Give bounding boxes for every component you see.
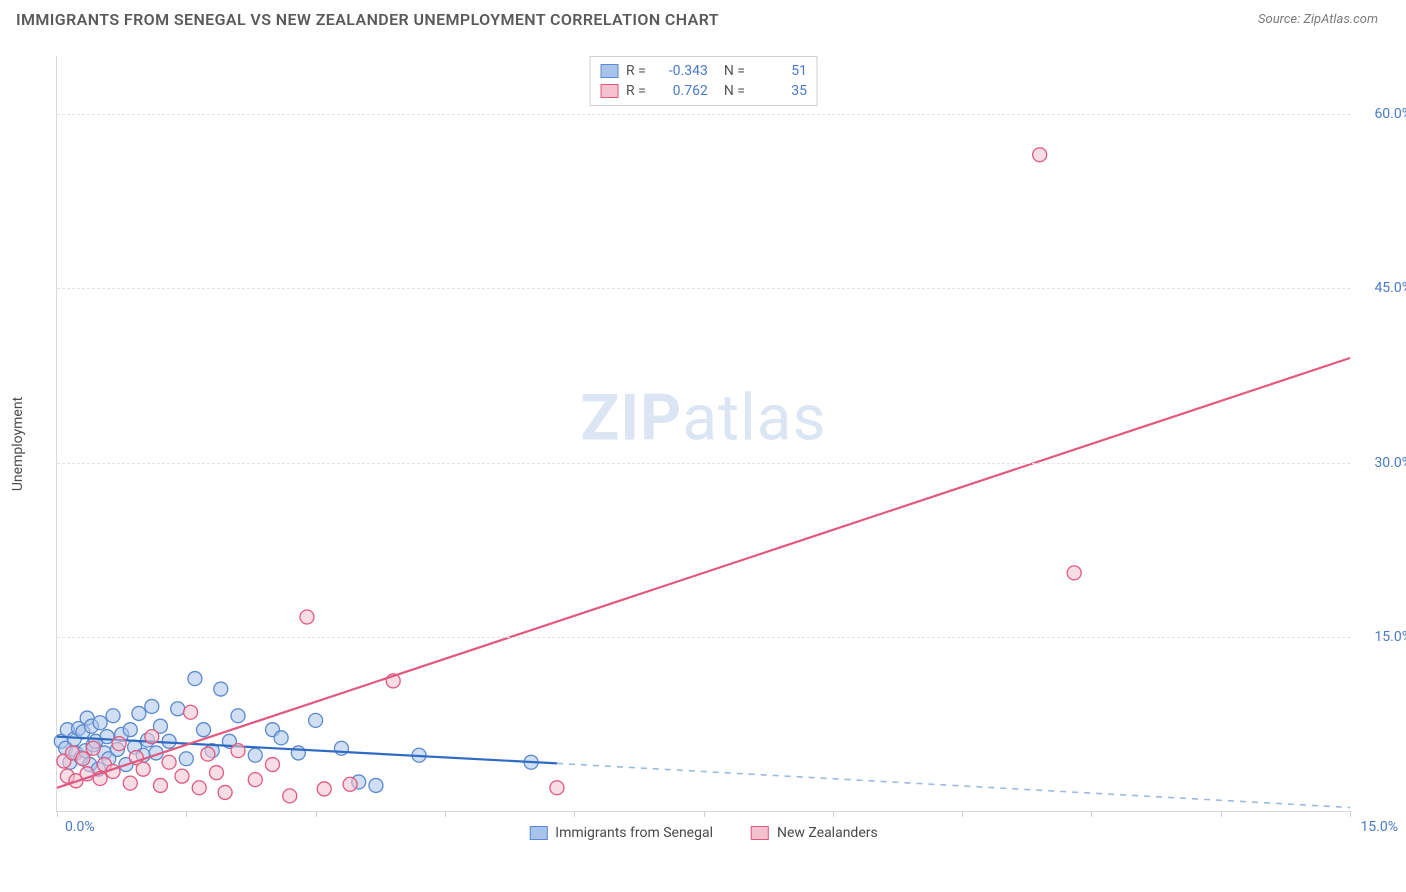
- y-tick-label: 45.0%: [1374, 280, 1406, 296]
- x-tick: [1091, 811, 1092, 817]
- plot-svg: [57, 56, 1350, 811]
- x-tick: [1221, 811, 1222, 817]
- n-label: N =: [724, 83, 745, 99]
- scatter-point: [291, 746, 305, 760]
- x-tick: [704, 811, 705, 817]
- x-origin-label: 0.0%: [65, 819, 95, 835]
- y-tick-label: 30.0%: [1374, 455, 1406, 471]
- scatter-point: [214, 682, 228, 696]
- gridline: [57, 288, 1350, 289]
- series-legend-item: New Zealanders: [751, 825, 878, 841]
- r-value: 0.762: [654, 83, 708, 99]
- gridline: [57, 463, 1350, 464]
- n-value: 35: [753, 83, 807, 99]
- scatter-point: [188, 672, 202, 686]
- n-value: 51: [753, 63, 807, 79]
- r-label: R =: [626, 83, 646, 99]
- scatter-point: [145, 730, 159, 744]
- x-tick: [57, 811, 58, 817]
- scatter-point: [179, 752, 193, 766]
- series-legend: Immigrants from Senegal New Zealanders: [529, 825, 877, 841]
- chart-area: Unemployment ZIPatlas R = -0.343 N = 51 …: [40, 48, 1376, 840]
- scatter-point: [112, 737, 126, 751]
- scatter-point: [1067, 566, 1081, 580]
- scatter-point: [218, 785, 232, 799]
- legend-swatch-icon: [751, 826, 769, 840]
- chart-header: IMMIGRANTS FROM SENEGAL VS NEW ZEALANDER…: [0, 0, 1406, 35]
- correlation-legend-row: R = 0.762 N = 35: [600, 81, 807, 101]
- source-prefix: Source:: [1258, 12, 1303, 27]
- scatter-point: [266, 758, 280, 772]
- scatter-point: [209, 766, 223, 780]
- y-tick-label: 15.0%: [1374, 629, 1406, 645]
- legend-swatch-icon: [600, 64, 618, 78]
- x-tick: [574, 811, 575, 817]
- scatter-point: [300, 610, 314, 624]
- x-tick: [962, 811, 963, 817]
- scatter-point: [248, 773, 262, 787]
- trend-line: [57, 358, 1350, 788]
- scatter-point: [231, 744, 245, 758]
- source-name: ZipAtlas.com: [1303, 12, 1378, 27]
- scatter-point: [162, 755, 176, 769]
- scatter-point: [274, 731, 288, 745]
- correlation-legend: R = -0.343 N = 51 R = 0.762 N = 35: [589, 56, 818, 106]
- scatter-point: [231, 709, 245, 723]
- x-tick: [833, 811, 834, 817]
- scatter-point: [192, 781, 206, 795]
- y-axis-label: Unemployment: [10, 397, 26, 491]
- gridline: [57, 114, 1350, 115]
- scatter-point: [171, 702, 185, 716]
- legend-swatch-icon: [600, 84, 618, 98]
- x-tick: [186, 811, 187, 817]
- scatter-point: [248, 748, 262, 762]
- r-value: -0.343: [654, 63, 708, 79]
- x-max-label: 15.0%: [1360, 819, 1398, 835]
- series-legend-label: New Zealanders: [777, 825, 878, 841]
- n-label: N =: [724, 63, 745, 79]
- scatter-point: [132, 706, 146, 720]
- x-tick: [1350, 811, 1351, 817]
- scatter-point: [136, 762, 150, 776]
- scatter-point: [175, 769, 189, 783]
- scatter-point: [76, 752, 90, 766]
- scatter-point: [153, 778, 167, 792]
- scatter-point: [550, 781, 564, 795]
- x-tick: [316, 811, 317, 817]
- scatter-point: [1033, 148, 1047, 162]
- trend-line-extension: [557, 763, 1350, 807]
- scatter-point: [123, 776, 137, 790]
- r-label: R =: [626, 63, 646, 79]
- scatter-point: [369, 778, 383, 792]
- chart-title: IMMIGRANTS FROM SENEGAL VS NEW ZEALANDER…: [16, 10, 719, 29]
- scatter-point: [145, 699, 159, 713]
- series-legend-label: Immigrants from Senegal: [555, 825, 713, 841]
- scatter-point: [86, 741, 100, 755]
- scatter-point: [201, 747, 215, 761]
- y-tick-label: 60.0%: [1374, 106, 1406, 122]
- series-legend-item: Immigrants from Senegal: [529, 825, 713, 841]
- gridline: [57, 637, 1350, 638]
- scatter-point: [106, 709, 120, 723]
- scatter-point: [184, 705, 198, 719]
- scatter-point: [343, 777, 357, 791]
- correlation-legend-row: R = -0.343 N = 51: [600, 61, 807, 81]
- scatter-point: [123, 723, 137, 737]
- x-tick: [445, 811, 446, 817]
- chart-source: Source: ZipAtlas.com: [1258, 12, 1378, 27]
- scatter-point: [197, 723, 211, 737]
- scatter-point: [309, 713, 323, 727]
- plot-region: ZIPatlas R = -0.343 N = 51 R = 0.762 N =…: [56, 56, 1350, 812]
- legend-swatch-icon: [529, 826, 547, 840]
- scatter-point: [93, 716, 107, 730]
- scatter-point: [317, 782, 331, 796]
- scatter-point: [283, 789, 297, 803]
